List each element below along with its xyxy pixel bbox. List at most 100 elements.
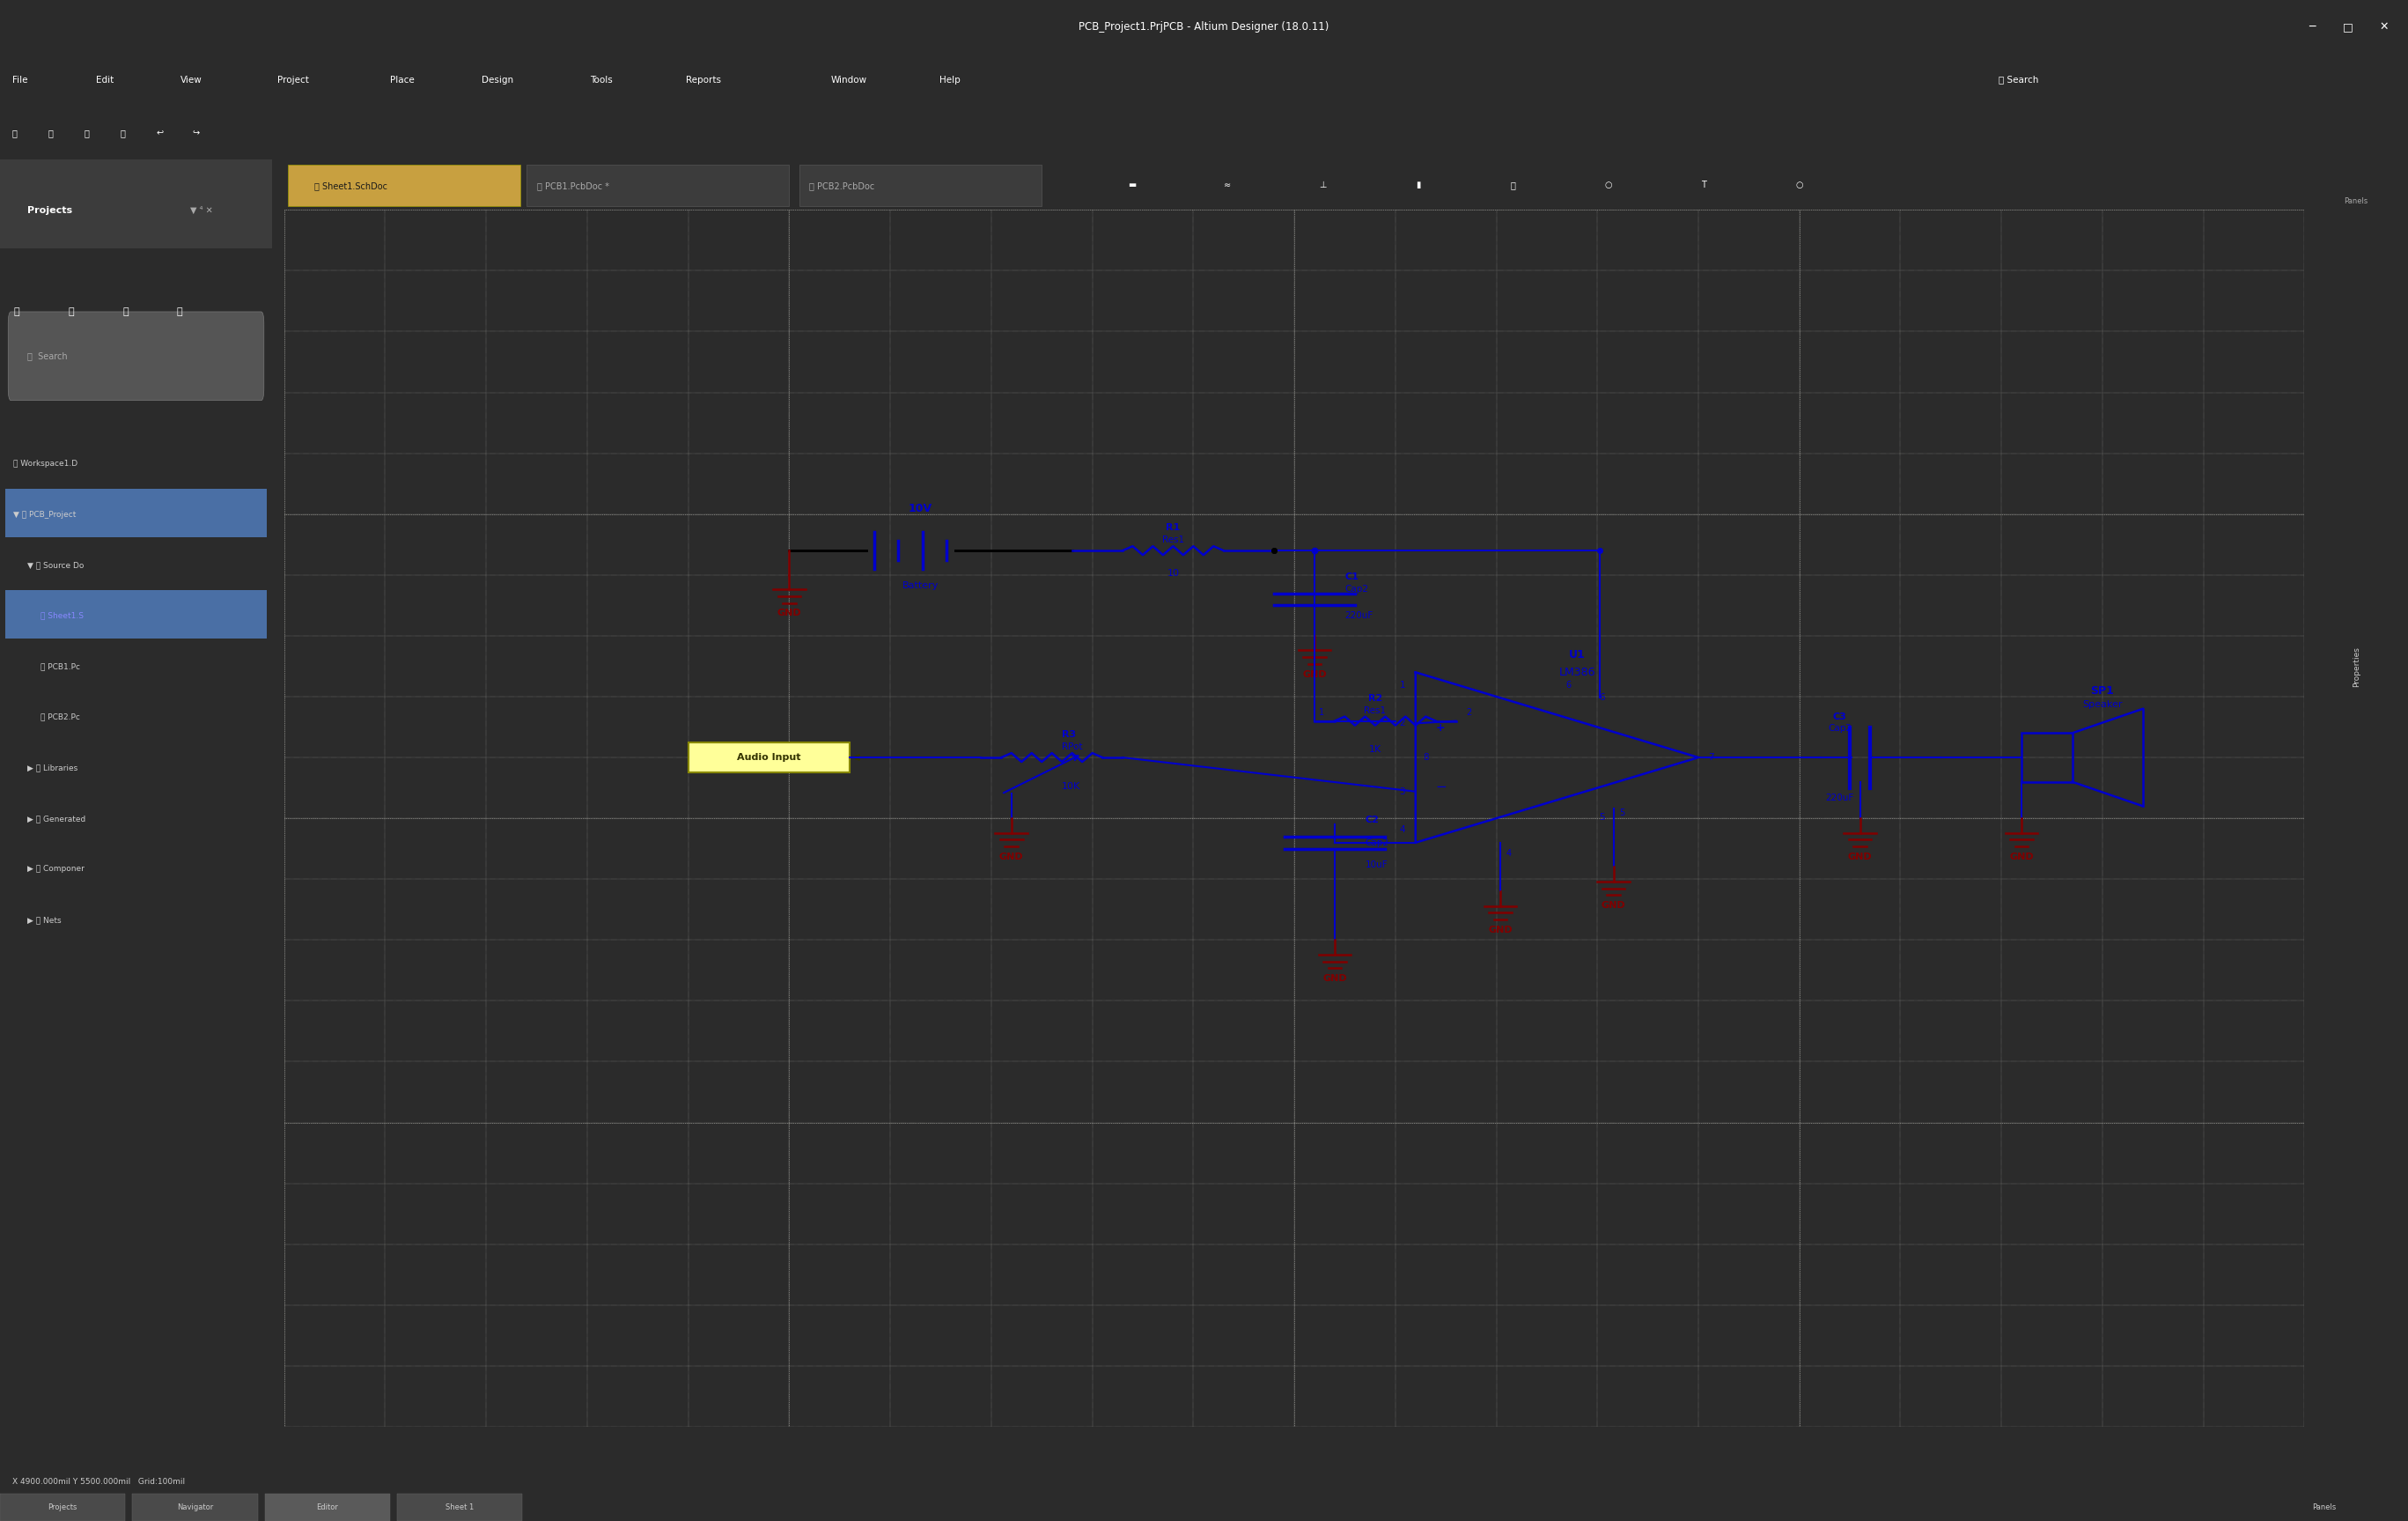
Text: Projects: Projects xyxy=(26,205,72,214)
Text: ✕: ✕ xyxy=(2379,21,2389,32)
Text: 10: 10 xyxy=(1168,569,1180,578)
Text: R2: R2 xyxy=(1368,694,1382,703)
Text: 🔍  Search: 🔍 Search xyxy=(26,351,67,360)
FancyBboxPatch shape xyxy=(289,166,520,205)
Text: 💾: 💾 xyxy=(12,129,17,137)
Text: GND: GND xyxy=(1322,973,1346,983)
FancyBboxPatch shape xyxy=(5,590,267,639)
Text: 📂 Workspace1.D: 📂 Workspace1.D xyxy=(14,459,77,468)
Text: ⊞: ⊞ xyxy=(1033,181,1040,189)
Text: ⚡: ⚡ xyxy=(746,181,754,189)
Text: Navigator: Navigator xyxy=(176,1504,214,1512)
Text: Projects: Projects xyxy=(48,1504,77,1512)
Text: ─: ─ xyxy=(2309,21,2314,32)
FancyBboxPatch shape xyxy=(265,1494,390,1521)
Text: Reports: Reports xyxy=(686,76,722,84)
Text: GND: GND xyxy=(1847,852,1871,861)
Text: Battery: Battery xyxy=(903,581,939,590)
Text: R1: R1 xyxy=(1165,523,1180,532)
Text: GND: GND xyxy=(999,852,1023,861)
Text: 10uF: 10uF xyxy=(1365,861,1387,870)
Text: 🖥 PCB1.PcbDoc *: 🖥 PCB1.PcbDoc * xyxy=(537,181,609,190)
Text: ↩: ↩ xyxy=(157,129,164,137)
Text: Design: Design xyxy=(482,76,513,84)
Text: 📥: 📥 xyxy=(120,129,125,137)
Text: ▶ 📁 Componer: ▶ 📁 Componer xyxy=(26,865,84,873)
Text: ↪: ↪ xyxy=(193,129,200,137)
Text: 📄: 📄 xyxy=(67,307,75,316)
Text: File: File xyxy=(12,76,26,84)
Text: ▼ ⁴ ✕: ▼ ⁴ ✕ xyxy=(190,205,214,214)
Text: Cap2: Cap2 xyxy=(1344,584,1368,593)
Text: ✚: ✚ xyxy=(843,181,850,189)
Text: GND: GND xyxy=(778,608,802,618)
Text: ▶ 📁 Nets: ▶ 📁 Nets xyxy=(26,916,60,923)
Text: 🔍 Search: 🔍 Search xyxy=(1999,76,2040,84)
Text: C3: C3 xyxy=(1832,712,1847,721)
Text: Panels: Panels xyxy=(2312,1504,2336,1512)
Text: Panels: Panels xyxy=(2345,198,2367,205)
Text: 📥: 📥 xyxy=(176,307,183,316)
Text: 📄: 📄 xyxy=(48,129,53,137)
Text: 📄 Sheet1.SchDoc: 📄 Sheet1.SchDoc xyxy=(315,181,388,190)
Text: 1: 1 xyxy=(1399,681,1406,689)
FancyBboxPatch shape xyxy=(689,742,850,773)
Text: 💾: 💾 xyxy=(14,307,19,316)
Text: Speaker: Speaker xyxy=(2083,700,2121,709)
Text: 5: 5 xyxy=(1621,809,1625,817)
Text: 2: 2 xyxy=(1399,719,1406,727)
Text: PCB_Project1.PrjPCB - Altium Designer (18.0.11): PCB_Project1.PrjPCB - Altium Designer (1… xyxy=(1079,21,1329,32)
Text: 4: 4 xyxy=(1399,826,1406,834)
Text: X 4900.000mil Y 5500.000mil   Grid:100mil: X 4900.000mil Y 5500.000mil Grid:100mil xyxy=(12,1477,185,1486)
Text: ○: ○ xyxy=(1796,181,1804,189)
Text: 6: 6 xyxy=(1565,680,1570,689)
Text: Project: Project xyxy=(277,76,308,84)
Text: Properties: Properties xyxy=(2353,646,2360,686)
Text: SP1: SP1 xyxy=(2090,684,2114,697)
Text: +: + xyxy=(1435,722,1445,733)
Text: □: □ xyxy=(2343,21,2353,32)
Text: 8: 8 xyxy=(1423,753,1428,762)
Text: ⊥: ⊥ xyxy=(1320,181,1327,189)
Text: 1: 1 xyxy=(1320,709,1324,718)
Text: Cap2: Cap2 xyxy=(1828,724,1852,733)
Text: LM386: LM386 xyxy=(1558,666,1597,678)
Text: ▼ 📁 Source Do: ▼ 📁 Source Do xyxy=(26,561,84,569)
Text: 🖥 PCB1.Pc: 🖥 PCB1.Pc xyxy=(41,663,79,671)
Text: 4: 4 xyxy=(1507,849,1512,858)
Text: 📁: 📁 xyxy=(84,129,89,137)
FancyBboxPatch shape xyxy=(5,490,267,537)
FancyBboxPatch shape xyxy=(0,1494,125,1521)
Text: 6: 6 xyxy=(1599,694,1606,703)
Text: GND: GND xyxy=(1303,669,1327,678)
Text: Sheet 1: Sheet 1 xyxy=(445,1504,474,1512)
Text: Res1: Res1 xyxy=(1163,535,1185,545)
Text: Window: Window xyxy=(831,76,867,84)
Text: Res1: Res1 xyxy=(1363,706,1387,715)
Text: 5: 5 xyxy=(1599,812,1606,821)
Text: GND: GND xyxy=(2008,852,2035,861)
Text: ▶ 📁 Libraries: ▶ 📁 Libraries xyxy=(26,764,77,771)
Text: U1: U1 xyxy=(1570,648,1584,660)
Text: ○: ○ xyxy=(1604,181,1613,189)
FancyBboxPatch shape xyxy=(799,166,1043,205)
Text: C1: C1 xyxy=(1344,572,1358,581)
Text: ▮: ▮ xyxy=(1416,181,1421,189)
FancyBboxPatch shape xyxy=(0,160,272,248)
Text: 7: 7 xyxy=(1707,753,1714,762)
Text: 10K: 10K xyxy=(1062,782,1081,791)
Text: View: View xyxy=(181,76,202,84)
Text: T: T xyxy=(1702,181,1707,189)
Text: GND: GND xyxy=(1488,925,1512,934)
Text: 1K: 1K xyxy=(1368,745,1382,754)
Text: 📁: 📁 xyxy=(123,307,128,316)
Text: 🖥 PCB2.Pc: 🖥 PCB2.Pc xyxy=(41,713,79,721)
Text: 2: 2 xyxy=(1466,709,1471,718)
Bar xyxy=(2023,733,2073,782)
Text: 220uF: 220uF xyxy=(1344,611,1373,621)
Text: Cap2: Cap2 xyxy=(1365,838,1389,847)
Text: ▭: ▭ xyxy=(937,181,944,189)
FancyBboxPatch shape xyxy=(7,312,265,400)
Text: Help: Help xyxy=(939,76,961,84)
FancyBboxPatch shape xyxy=(527,166,790,205)
